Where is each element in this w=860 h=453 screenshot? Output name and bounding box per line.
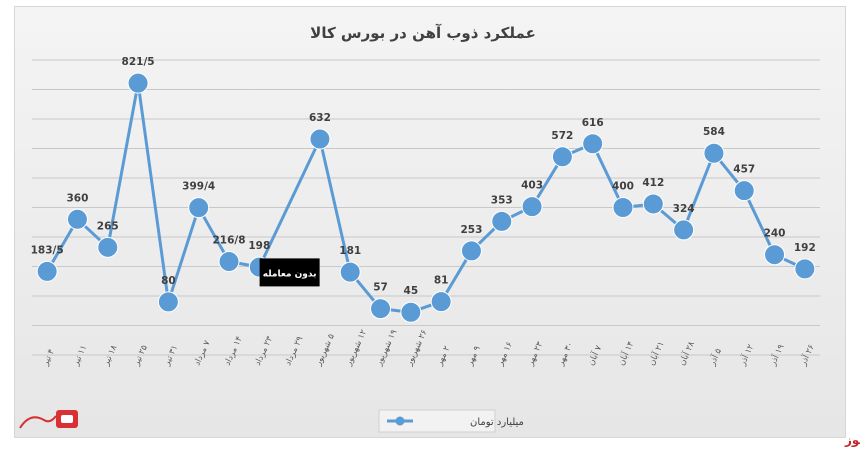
data-label: 265 bbox=[97, 220, 119, 232]
x-tick-label: ۲ مهر bbox=[434, 344, 452, 368]
data-point bbox=[309, 128, 331, 150]
x-tick-label: ۴ تیر bbox=[40, 348, 57, 368]
data-label: 57 bbox=[373, 282, 388, 294]
data-label: 412 bbox=[642, 177, 664, 189]
data-label: 616 bbox=[582, 117, 604, 129]
data-point bbox=[551, 146, 573, 168]
x-tick-label: ۱۶ مهر bbox=[495, 340, 515, 368]
data-point bbox=[612, 197, 634, 218]
data-label: 821/5 bbox=[122, 56, 155, 68]
data-point bbox=[673, 219, 695, 241]
x-tick-label: ۱۲ شهریور bbox=[343, 328, 369, 368]
data-point bbox=[460, 240, 482, 262]
data-label: 632 bbox=[309, 112, 331, 124]
data-label: 183/5 bbox=[31, 244, 64, 256]
data-label: 240 bbox=[764, 228, 786, 240]
x-tick-label: ۹ مهر bbox=[465, 344, 483, 368]
data-point bbox=[642, 193, 664, 215]
data-point bbox=[400, 301, 422, 323]
data-label: 353 bbox=[491, 194, 513, 206]
data-label: 192 bbox=[794, 242, 816, 254]
data-point bbox=[157, 291, 179, 313]
data-label: 360 bbox=[67, 192, 89, 204]
data-label: 81 bbox=[434, 275, 449, 287]
data-point bbox=[733, 180, 755, 202]
data-point bbox=[36, 260, 58, 282]
x-tick-label: ۳۰ مهر bbox=[556, 340, 576, 368]
data-label: 198 bbox=[248, 240, 270, 252]
x-tick-label: ۱۴ مرداد bbox=[223, 335, 245, 367]
data-point bbox=[66, 208, 88, 230]
annotation-text: بدون معامله bbox=[263, 269, 317, 279]
data-point bbox=[127, 72, 149, 94]
data-label: 399/4 bbox=[182, 181, 215, 193]
x-tick-label: ۱۴ آبان bbox=[615, 339, 637, 367]
brand-text: بورس نیوز bbox=[844, 433, 860, 448]
data-label: 584 bbox=[703, 126, 725, 138]
legend-label: میلیارد تومان bbox=[470, 417, 524, 428]
x-tick-label: ۲۸ آبان bbox=[675, 339, 697, 367]
logo bbox=[19, 410, 78, 429]
chart-title: عملکرد ذوب آهن در بورس کالا bbox=[310, 24, 536, 42]
x-tick-label: ۲۳ مرداد bbox=[253, 335, 275, 368]
data-point bbox=[339, 261, 361, 283]
data-label: 403 bbox=[521, 180, 543, 192]
data-point bbox=[521, 196, 543, 218]
x-tick-label: ۷ مرداد bbox=[192, 339, 212, 368]
data-point bbox=[188, 197, 210, 219]
data-label: 572 bbox=[551, 130, 573, 142]
x-tick-label: ۱۹ شهریور bbox=[374, 328, 400, 368]
data-label: 45 bbox=[404, 285, 419, 297]
data-point bbox=[764, 244, 786, 266]
data-label: 181 bbox=[339, 245, 361, 257]
x-tick-label: ۵ آذر bbox=[705, 346, 724, 368]
data-label: 324 bbox=[673, 203, 695, 215]
data-point bbox=[97, 236, 119, 258]
x-tick-label: ۲۹ مرداد bbox=[283, 335, 305, 368]
x-tick-label: ۲۱ آبان bbox=[645, 339, 667, 367]
chart-frame bbox=[14, 6, 846, 438]
data-label: 457 bbox=[733, 164, 755, 176]
x-tick-label: ۲۶ شهریور bbox=[404, 328, 430, 368]
data-label: 80 bbox=[161, 275, 176, 287]
x-tick-label: ۳۱ تیر bbox=[162, 344, 181, 369]
data-point bbox=[218, 251, 240, 273]
x-tick-label: ۵ شهریور bbox=[313, 332, 337, 368]
legend-marker bbox=[395, 416, 405, 426]
x-tick-label: ۲۳ مهر bbox=[525, 340, 545, 368]
data-point bbox=[430, 291, 452, 313]
x-tick-label: ۱۸ تیر bbox=[101, 343, 120, 368]
data-label: 253 bbox=[461, 224, 483, 236]
annotation-box bbox=[259, 258, 320, 287]
data-label: 400 bbox=[612, 181, 634, 193]
data-point bbox=[491, 210, 513, 232]
data-point bbox=[703, 142, 725, 164]
x-tick-label: ۱۱ تیر bbox=[71, 344, 90, 369]
data-label: 216/8 bbox=[212, 235, 245, 247]
legend-box bbox=[378, 409, 496, 433]
data-point bbox=[794, 258, 816, 280]
x-tick-label: ۲۵ تیر bbox=[131, 343, 150, 368]
data-point bbox=[582, 133, 604, 155]
data-point bbox=[370, 298, 392, 320]
